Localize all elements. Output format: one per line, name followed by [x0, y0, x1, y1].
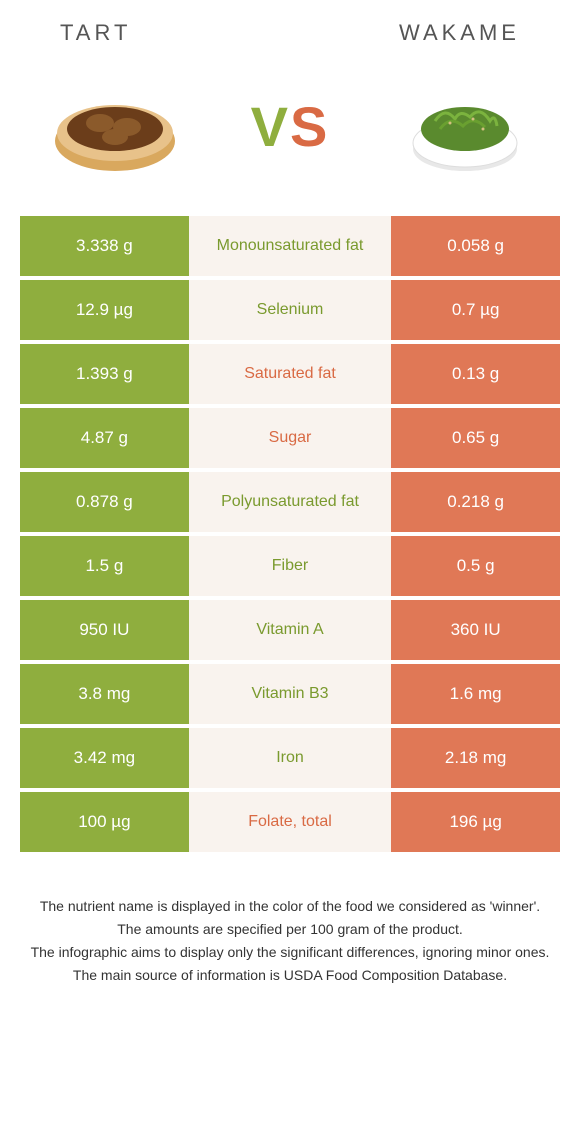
- cell-nutrient-label: Fiber: [189, 536, 392, 596]
- footer-notes: The nutrient name is displayed in the co…: [0, 856, 580, 986]
- cell-right-value: 196 µg: [391, 792, 560, 852]
- cell-right-value: 360 IU: [391, 600, 560, 660]
- vs-s: S: [290, 95, 329, 158]
- header-row: TART WAKAME: [0, 0, 580, 56]
- cell-right-value: 0.5 g: [391, 536, 560, 596]
- cell-left-value: 3.338 g: [20, 216, 189, 276]
- tart-image: [40, 66, 190, 186]
- cell-nutrient-label: Iron: [189, 728, 392, 788]
- food-left-title: TART: [60, 20, 131, 46]
- vs-label: VS: [251, 94, 330, 159]
- cell-nutrient-label: Selenium: [189, 280, 392, 340]
- table-row: 1.5 gFiber0.5 g: [20, 536, 560, 596]
- cell-right-value: 1.6 mg: [391, 664, 560, 724]
- cell-left-value: 100 µg: [20, 792, 189, 852]
- table-row: 100 µgFolate, total196 µg: [20, 792, 560, 852]
- cell-left-value: 3.8 mg: [20, 664, 189, 724]
- vs-v: V: [251, 95, 290, 158]
- cell-nutrient-label: Sugar: [189, 408, 392, 468]
- cell-right-value: 0.058 g: [391, 216, 560, 276]
- wakame-image: [390, 66, 540, 186]
- images-row: VS: [0, 56, 580, 216]
- table-row: 3.42 mgIron2.18 mg: [20, 728, 560, 788]
- comparison-table: 3.338 gMonounsaturated fat0.058 g12.9 µg…: [20, 216, 560, 852]
- footer-line: The main source of information is USDA F…: [30, 965, 550, 986]
- footer-line: The nutrient name is displayed in the co…: [30, 896, 550, 917]
- table-row: 4.87 gSugar0.65 g: [20, 408, 560, 468]
- table-row: 950 IUVitamin A360 IU: [20, 600, 560, 660]
- cell-left-value: 1.393 g: [20, 344, 189, 404]
- cell-left-value: 4.87 g: [20, 408, 189, 468]
- table-row: 3.338 gMonounsaturated fat0.058 g: [20, 216, 560, 276]
- cell-left-value: 3.42 mg: [20, 728, 189, 788]
- cell-nutrient-label: Vitamin B3: [189, 664, 392, 724]
- table-row: 0.878 gPolyunsaturated fat0.218 g: [20, 472, 560, 532]
- cell-left-value: 1.5 g: [20, 536, 189, 596]
- cell-nutrient-label: Saturated fat: [189, 344, 392, 404]
- cell-left-value: 950 IU: [20, 600, 189, 660]
- footer-line: The infographic aims to display only the…: [30, 942, 550, 963]
- cell-nutrient-label: Polyunsaturated fat: [189, 472, 392, 532]
- cell-right-value: 0.218 g: [391, 472, 560, 532]
- cell-left-value: 0.878 g: [20, 472, 189, 532]
- cell-right-value: 0.13 g: [391, 344, 560, 404]
- table-row: 1.393 gSaturated fat0.13 g: [20, 344, 560, 404]
- cell-right-value: 0.65 g: [391, 408, 560, 468]
- table-row: 3.8 mgVitamin B31.6 mg: [20, 664, 560, 724]
- cell-nutrient-label: Folate, total: [189, 792, 392, 852]
- cell-right-value: 2.18 mg: [391, 728, 560, 788]
- cell-left-value: 12.9 µg: [20, 280, 189, 340]
- food-right-title: WAKAME: [399, 20, 520, 46]
- table-row: 12.9 µgSelenium0.7 µg: [20, 280, 560, 340]
- cell-nutrient-label: Vitamin A: [189, 600, 392, 660]
- cell-nutrient-label: Monounsaturated fat: [189, 216, 392, 276]
- footer-line: The amounts are specified per 100 gram o…: [30, 919, 550, 940]
- cell-right-value: 0.7 µg: [391, 280, 560, 340]
